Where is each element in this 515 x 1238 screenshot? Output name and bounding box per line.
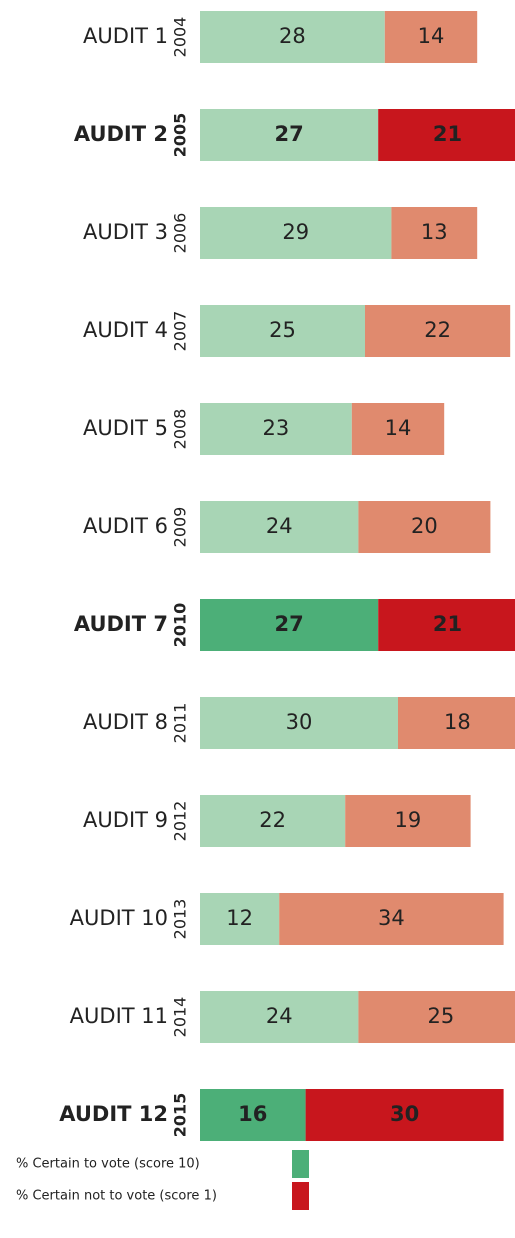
bar-segment (200, 893, 280, 945)
bar-segment (378, 599, 515, 651)
bar-segment (200, 795, 346, 847)
category-label: AUDIT 6 (83, 514, 168, 538)
value-label: 34 (378, 906, 405, 930)
year-label: 2013 (171, 899, 190, 940)
bar-segment (200, 109, 379, 161)
legend-label: % Certain not to vote (score 1) (16, 1189, 217, 1204)
bar-segment (365, 305, 511, 357)
value-label: 25 (269, 318, 296, 342)
bar-segment (358, 991, 515, 1043)
value-label: 14 (385, 416, 412, 440)
category-label: AUDIT 2 (74, 122, 168, 146)
value-label: 20 (411, 514, 438, 538)
year-label: 2015 (171, 1093, 190, 1138)
bar-segment (200, 501, 359, 553)
value-label: 21 (433, 612, 462, 636)
year-label: 2008 (171, 409, 190, 450)
category-label: AUDIT 7 (74, 612, 168, 636)
category-label: AUDIT 8 (83, 710, 168, 734)
value-label: 27 (274, 612, 303, 636)
value-label: 30 (286, 710, 313, 734)
value-label: 12 (226, 906, 253, 930)
year-label: 2009 (171, 507, 190, 548)
bar-segment (351, 403, 445, 455)
value-label: 13 (421, 220, 448, 244)
bar-segment (200, 1089, 306, 1141)
year-label: 2014 (171, 997, 190, 1038)
bar-segment (200, 207, 392, 259)
year-label: 2004 (171, 17, 190, 58)
category-label: AUDIT 4 (83, 318, 168, 342)
bar-segment (391, 207, 478, 259)
bar-segment (384, 11, 478, 63)
bar-segment (378, 109, 515, 161)
bar-segment (358, 501, 491, 553)
category-label: AUDIT 1 (83, 24, 168, 48)
value-label: 24 (266, 1004, 293, 1028)
year-label: 2005 (171, 113, 190, 158)
bar-segment (200, 991, 359, 1043)
legend-swatch (292, 1182, 309, 1210)
bar-segment (200, 11, 385, 63)
value-label: 24 (266, 514, 293, 538)
category-label: AUDIT 9 (83, 808, 168, 832)
value-label: 18 (444, 710, 471, 734)
bar-segment (200, 697, 398, 749)
bar-segment (398, 697, 515, 749)
category-label: AUDIT 3 (83, 220, 168, 244)
value-label: 30 (390, 1102, 419, 1126)
bar-segment (200, 403, 352, 455)
value-label: 27 (274, 122, 303, 146)
category-label: AUDIT 5 (83, 416, 168, 440)
category-label: AUDIT 10 (70, 906, 168, 930)
year-label: 2006 (171, 213, 190, 254)
year-label: 2011 (171, 703, 190, 744)
category-label: AUDIT 11 (70, 1004, 168, 1028)
bar-segment (305, 1089, 504, 1141)
value-label: 23 (263, 416, 290, 440)
year-label: 2012 (171, 801, 190, 842)
bar-segment (200, 599, 379, 651)
value-label: 21 (433, 122, 462, 146)
bar-segment (279, 893, 504, 945)
value-label: 16 (238, 1102, 267, 1126)
bar-segment (345, 795, 471, 847)
value-label: 28 (279, 24, 306, 48)
value-label: 29 (282, 220, 309, 244)
bar-segment (200, 305, 365, 357)
year-label: 2010 (171, 603, 190, 648)
value-label: 14 (418, 24, 445, 48)
legend-label: % Certain to vote (score 10) (16, 1157, 200, 1172)
value-label: 22 (259, 808, 286, 832)
value-label: 22 (424, 318, 451, 342)
category-label: AUDIT 12 (59, 1102, 168, 1126)
year-label: 2007 (171, 311, 190, 352)
value-label: 19 (395, 808, 422, 832)
value-label: 25 (428, 1004, 455, 1028)
legend-swatch (292, 1150, 309, 1178)
